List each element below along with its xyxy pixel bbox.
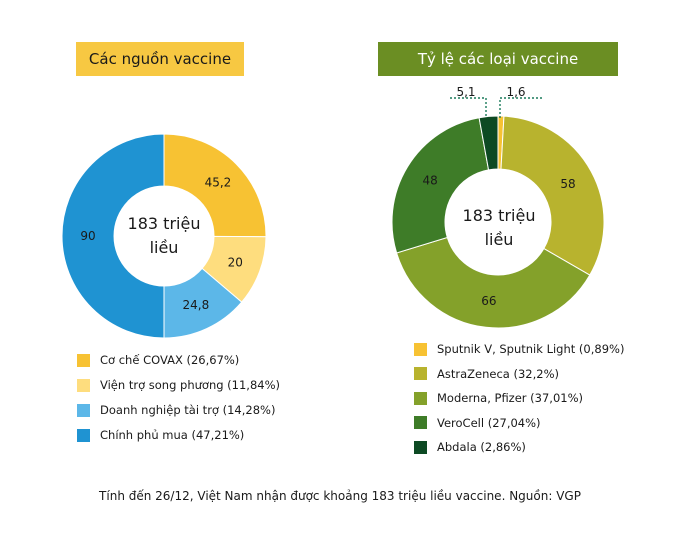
legend-label: Sputnik V, Sputnik Light (0,89%) [437, 342, 625, 356]
slice-label-1-2: 66 [481, 294, 496, 308]
legend-vaccine-types: Sputnik V, Sputnik Light (0,89%) AstraZen… [414, 342, 674, 462]
legend-item-1-4: Abdala (2,86%) [414, 440, 526, 454]
legend-label: VeroCell (27,04%) [437, 415, 541, 430]
slice-label-1-3: 48 [422, 174, 437, 188]
legend-swatch [414, 416, 427, 429]
caption: Tính đến 26/12, Việt Nam nhận được khoản… [99, 489, 581, 503]
slice-label-0-2: 24,8 [183, 298, 210, 312]
legend-item-0-2: Doanh nghiệp tài trợ (14,28%) [77, 403, 275, 417]
chart-title-sources: Các nguồn vaccine [76, 42, 244, 76]
legend-swatch [77, 378, 90, 392]
center-label-left: 183 triệu liều [127, 214, 201, 257]
legend-label: Cơ chế COVAX (26,67%) [100, 353, 240, 367]
legend-label: Abdala (2,86%) [437, 440, 526, 454]
legend-item-0-3: Chính phủ mua (47,21%) [77, 428, 244, 442]
legend-label: AstraZeneca (32,2%) [437, 366, 559, 381]
slice-label-0-3: 90 [80, 229, 95, 243]
chart-title-vaccine-types: Tỷ lệ các loại vaccine [378, 42, 618, 76]
callout-line [499, 97, 542, 118]
donut-slice-1-3 [391, 117, 490, 254]
legend-label: Chính phủ mua (47,21%) [100, 428, 245, 442]
legend-item-1-0: Sputnik V, Sputnik Light (0,89%) [414, 342, 624, 356]
donut-slice-1-2 [395, 236, 591, 329]
legend-swatch [414, 367, 427, 380]
slice-label-0-0: 45,2 [205, 175, 232, 189]
legend-item-1-3: VeroCell (27,04%) [414, 416, 541, 430]
legend-label: Doanh nghiệp tài trợ (14,28%) [100, 403, 276, 417]
legend-label: Viện trợ song phương (11,84%) [100, 378, 281, 392]
legend-swatch [414, 440, 427, 454]
donut-slice-1-4 [478, 115, 499, 171]
legend-swatch [414, 391, 427, 405]
donut-slice-1-1 [500, 115, 605, 276]
donut-slice-0-3 [61, 133, 165, 339]
legend-swatch [77, 428, 90, 442]
legend-item-1-2: Moderna, Pfizer (37,01%) [414, 391, 583, 405]
slice-label-1-1: 58 [560, 177, 575, 191]
donut-slice-0-0 [163, 133, 267, 238]
slice-label-1-0: 1,6 [506, 85, 525, 99]
legend-swatch [77, 353, 90, 367]
legend-swatch [414, 342, 427, 356]
slice-label-0-1: 20 [228, 255, 243, 269]
legend-swatch [77, 403, 90, 417]
legend-item-0-0: Cơ chế COVAX (26,67%) [77, 353, 239, 367]
legend-item-1-1: AstraZeneca (32,2%) [414, 367, 559, 381]
legend-label: Moderna, Pfizer (37,01%) [437, 391, 584, 405]
legend-item-0-1: Viện trợ song phương (11,84%) [77, 378, 280, 392]
slice-label-1-4: 5,1 [456, 85, 475, 99]
callout-line [450, 97, 487, 118]
center-label-right: 183 triệu liều [462, 206, 536, 249]
legend-sources: Cơ chế COVAX (26,67%) Viện trợ song phươn… [77, 353, 337, 453]
